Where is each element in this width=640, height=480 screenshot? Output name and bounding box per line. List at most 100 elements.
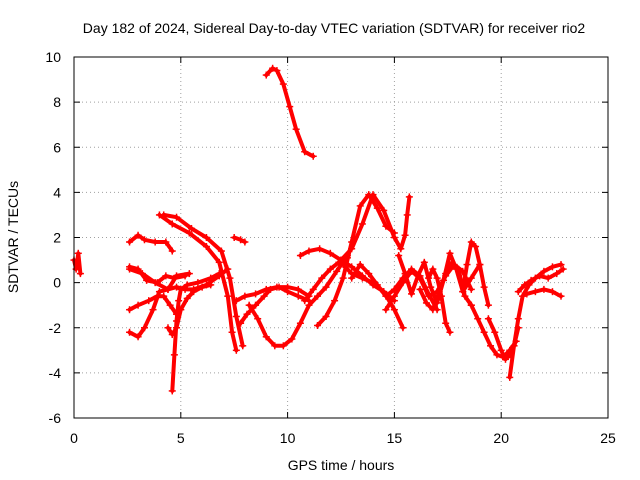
data-point bbox=[126, 328, 134, 336]
data-point bbox=[474, 315, 482, 323]
data-point bbox=[416, 285, 424, 293]
data-point bbox=[279, 342, 287, 350]
data-point bbox=[149, 306, 157, 314]
data-point bbox=[232, 312, 240, 320]
series-arc-14 bbox=[232, 283, 313, 305]
data-point bbox=[194, 279, 202, 287]
data-point bbox=[170, 351, 178, 359]
data-point bbox=[480, 283, 488, 291]
series-points bbox=[164, 281, 215, 339]
data-point bbox=[467, 301, 475, 309]
data-point bbox=[279, 80, 287, 88]
series-arc-7 bbox=[126, 263, 189, 287]
data-point bbox=[491, 328, 499, 336]
data-point bbox=[164, 285, 172, 293]
y-tick-label: 8 bbox=[53, 94, 61, 110]
data-point bbox=[348, 274, 356, 282]
series-arc-30 bbox=[514, 265, 567, 296]
data-point bbox=[425, 292, 433, 300]
y-axis-label: SDTVAR / TECUs bbox=[5, 181, 21, 293]
data-point bbox=[296, 252, 304, 260]
data-point bbox=[76, 270, 84, 278]
data-point bbox=[442, 319, 450, 327]
x-tick-label: 5 bbox=[177, 430, 185, 446]
data-point bbox=[407, 290, 415, 298]
data-point bbox=[309, 285, 317, 293]
data-point bbox=[173, 324, 181, 332]
data-point bbox=[514, 288, 522, 296]
data-point bbox=[407, 267, 415, 275]
data-point bbox=[510, 342, 518, 350]
data-point bbox=[356, 261, 364, 269]
y-tick-label: 0 bbox=[53, 275, 61, 291]
series-line bbox=[339, 192, 412, 263]
data-point bbox=[168, 220, 176, 228]
data-point bbox=[168, 331, 176, 339]
data-point bbox=[262, 71, 270, 79]
data-point bbox=[185, 270, 193, 278]
x-tick-labels: 0 5 10 15 20 25 bbox=[70, 430, 616, 446]
data-point bbox=[326, 249, 334, 257]
data-point bbox=[232, 297, 240, 305]
data-point bbox=[160, 292, 168, 300]
data-point bbox=[237, 236, 245, 244]
data-point bbox=[217, 247, 225, 255]
data-point bbox=[126, 238, 134, 246]
x-axis-label: GPS time / hours bbox=[288, 457, 395, 473]
data-point bbox=[168, 387, 176, 395]
data-point bbox=[373, 204, 381, 212]
series-points bbox=[230, 234, 249, 246]
data-point bbox=[337, 256, 345, 264]
data-point bbox=[207, 274, 215, 282]
series-arc-11 bbox=[164, 281, 215, 339]
data-point bbox=[427, 283, 435, 291]
series-line bbox=[469, 303, 519, 360]
data-point bbox=[294, 285, 302, 293]
data-point bbox=[448, 258, 456, 266]
data-point bbox=[286, 103, 294, 111]
data-point bbox=[166, 301, 174, 309]
data-point bbox=[168, 247, 176, 255]
data-point bbox=[314, 321, 322, 329]
x-tick-label: 10 bbox=[280, 430, 296, 446]
data-point bbox=[241, 238, 249, 246]
data-point bbox=[501, 355, 509, 363]
data-point bbox=[241, 292, 249, 300]
data-point bbox=[305, 301, 313, 309]
series-points bbox=[523, 285, 565, 300]
data-series bbox=[70, 64, 567, 395]
data-point bbox=[380, 206, 388, 214]
data-point bbox=[429, 265, 437, 273]
data-point bbox=[175, 297, 183, 305]
data-point bbox=[331, 297, 339, 305]
data-point bbox=[232, 346, 240, 354]
data-point bbox=[190, 288, 198, 296]
x-tick-label: 15 bbox=[387, 430, 403, 446]
data-point bbox=[134, 301, 142, 309]
data-point bbox=[224, 292, 232, 300]
data-point bbox=[506, 373, 514, 381]
data-point bbox=[459, 288, 467, 296]
data-point bbox=[420, 258, 428, 266]
data-point bbox=[252, 301, 260, 309]
series-line bbox=[315, 192, 397, 328]
series-line bbox=[157, 212, 239, 353]
data-point bbox=[273, 283, 281, 291]
data-point bbox=[301, 148, 309, 156]
series-arc-2 bbox=[262, 64, 317, 160]
y-tick-label: 6 bbox=[53, 139, 61, 155]
data-point bbox=[164, 324, 172, 332]
data-point bbox=[442, 270, 450, 278]
data-point bbox=[183, 281, 191, 289]
data-point bbox=[185, 229, 193, 237]
data-point bbox=[358, 274, 366, 282]
data-point bbox=[309, 152, 317, 160]
data-point bbox=[559, 265, 567, 273]
data-point bbox=[262, 285, 270, 293]
data-point bbox=[254, 315, 262, 323]
data-point bbox=[314, 292, 322, 300]
series-arc-5 bbox=[155, 211, 240, 354]
data-point bbox=[322, 283, 330, 291]
data-point bbox=[339, 261, 347, 269]
data-point bbox=[162, 238, 170, 246]
